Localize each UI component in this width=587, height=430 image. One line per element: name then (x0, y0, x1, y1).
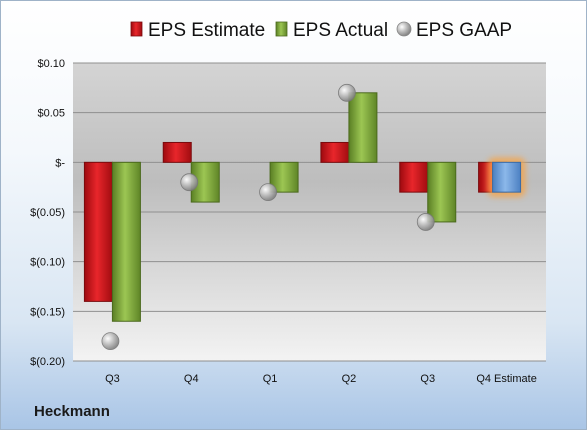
legend-swatch (130, 21, 143, 37)
gaap-point (416, 213, 435, 231)
x-tick-label: Q1 (263, 373, 278, 385)
legend-item: EPS GAAP (396, 20, 512, 41)
gaap-point (101, 332, 120, 351)
legend-item: EPS Estimate (130, 20, 265, 41)
y-tick-label: $(0.15) (30, 306, 65, 318)
gaap-point (259, 183, 277, 202)
y-tick-label: $0.05 (37, 108, 65, 120)
legend-item: EPS Actual (275, 20, 388, 41)
gaap-points (101, 83, 435, 351)
estimate-bar (83, 161, 113, 302)
y-tick-label: $- (55, 157, 65, 169)
estimate-bar (162, 141, 192, 163)
legend-swatch (396, 21, 412, 37)
y-axis-ticks: $0.10 $0.05 $- $(0.05) $(0.10) $(0.15) $(0.20) (30, 58, 65, 368)
x-tick-label: Q2 (342, 373, 357, 385)
legend: EPS Estimate EPS Actual EPS GAAP (130, 20, 512, 41)
legend-swatch (275, 21, 288, 37)
y-tick-label: $(0.20) (30, 356, 65, 368)
legend-label: EPS GAAP (416, 20, 512, 41)
x-tick-label: Q4 (184, 373, 199, 385)
actual-bar (111, 161, 141, 322)
legend-label: EPS Actual (293, 20, 388, 41)
bars (83, 92, 526, 322)
y-tick-label: $(0.10) (30, 257, 65, 269)
x-tick-label: Q4 Estimate (476, 373, 537, 385)
x-tick-label: Q3 (420, 373, 435, 385)
estimate-bar (399, 161, 429, 193)
company-name: Heckmann (34, 403, 110, 420)
x-axis-ticks: Q3 Q4 Q1 Q2 Q3 Q4 Estimate (105, 373, 537, 385)
actual-bar (348, 92, 378, 163)
q4-estimate-bar (492, 161, 522, 193)
gaap-point (180, 173, 199, 192)
estimate-bar (320, 141, 350, 163)
gridlines (73, 62, 546, 362)
legend-label: EPS Estimate (148, 20, 265, 41)
y-tick-label: $(0.05) (30, 207, 65, 219)
x-tick-label: Q3 (105, 373, 120, 385)
y-tick-label: $0.10 (37, 58, 65, 70)
gaap-point (338, 83, 356, 102)
actual-bar (427, 161, 457, 223)
